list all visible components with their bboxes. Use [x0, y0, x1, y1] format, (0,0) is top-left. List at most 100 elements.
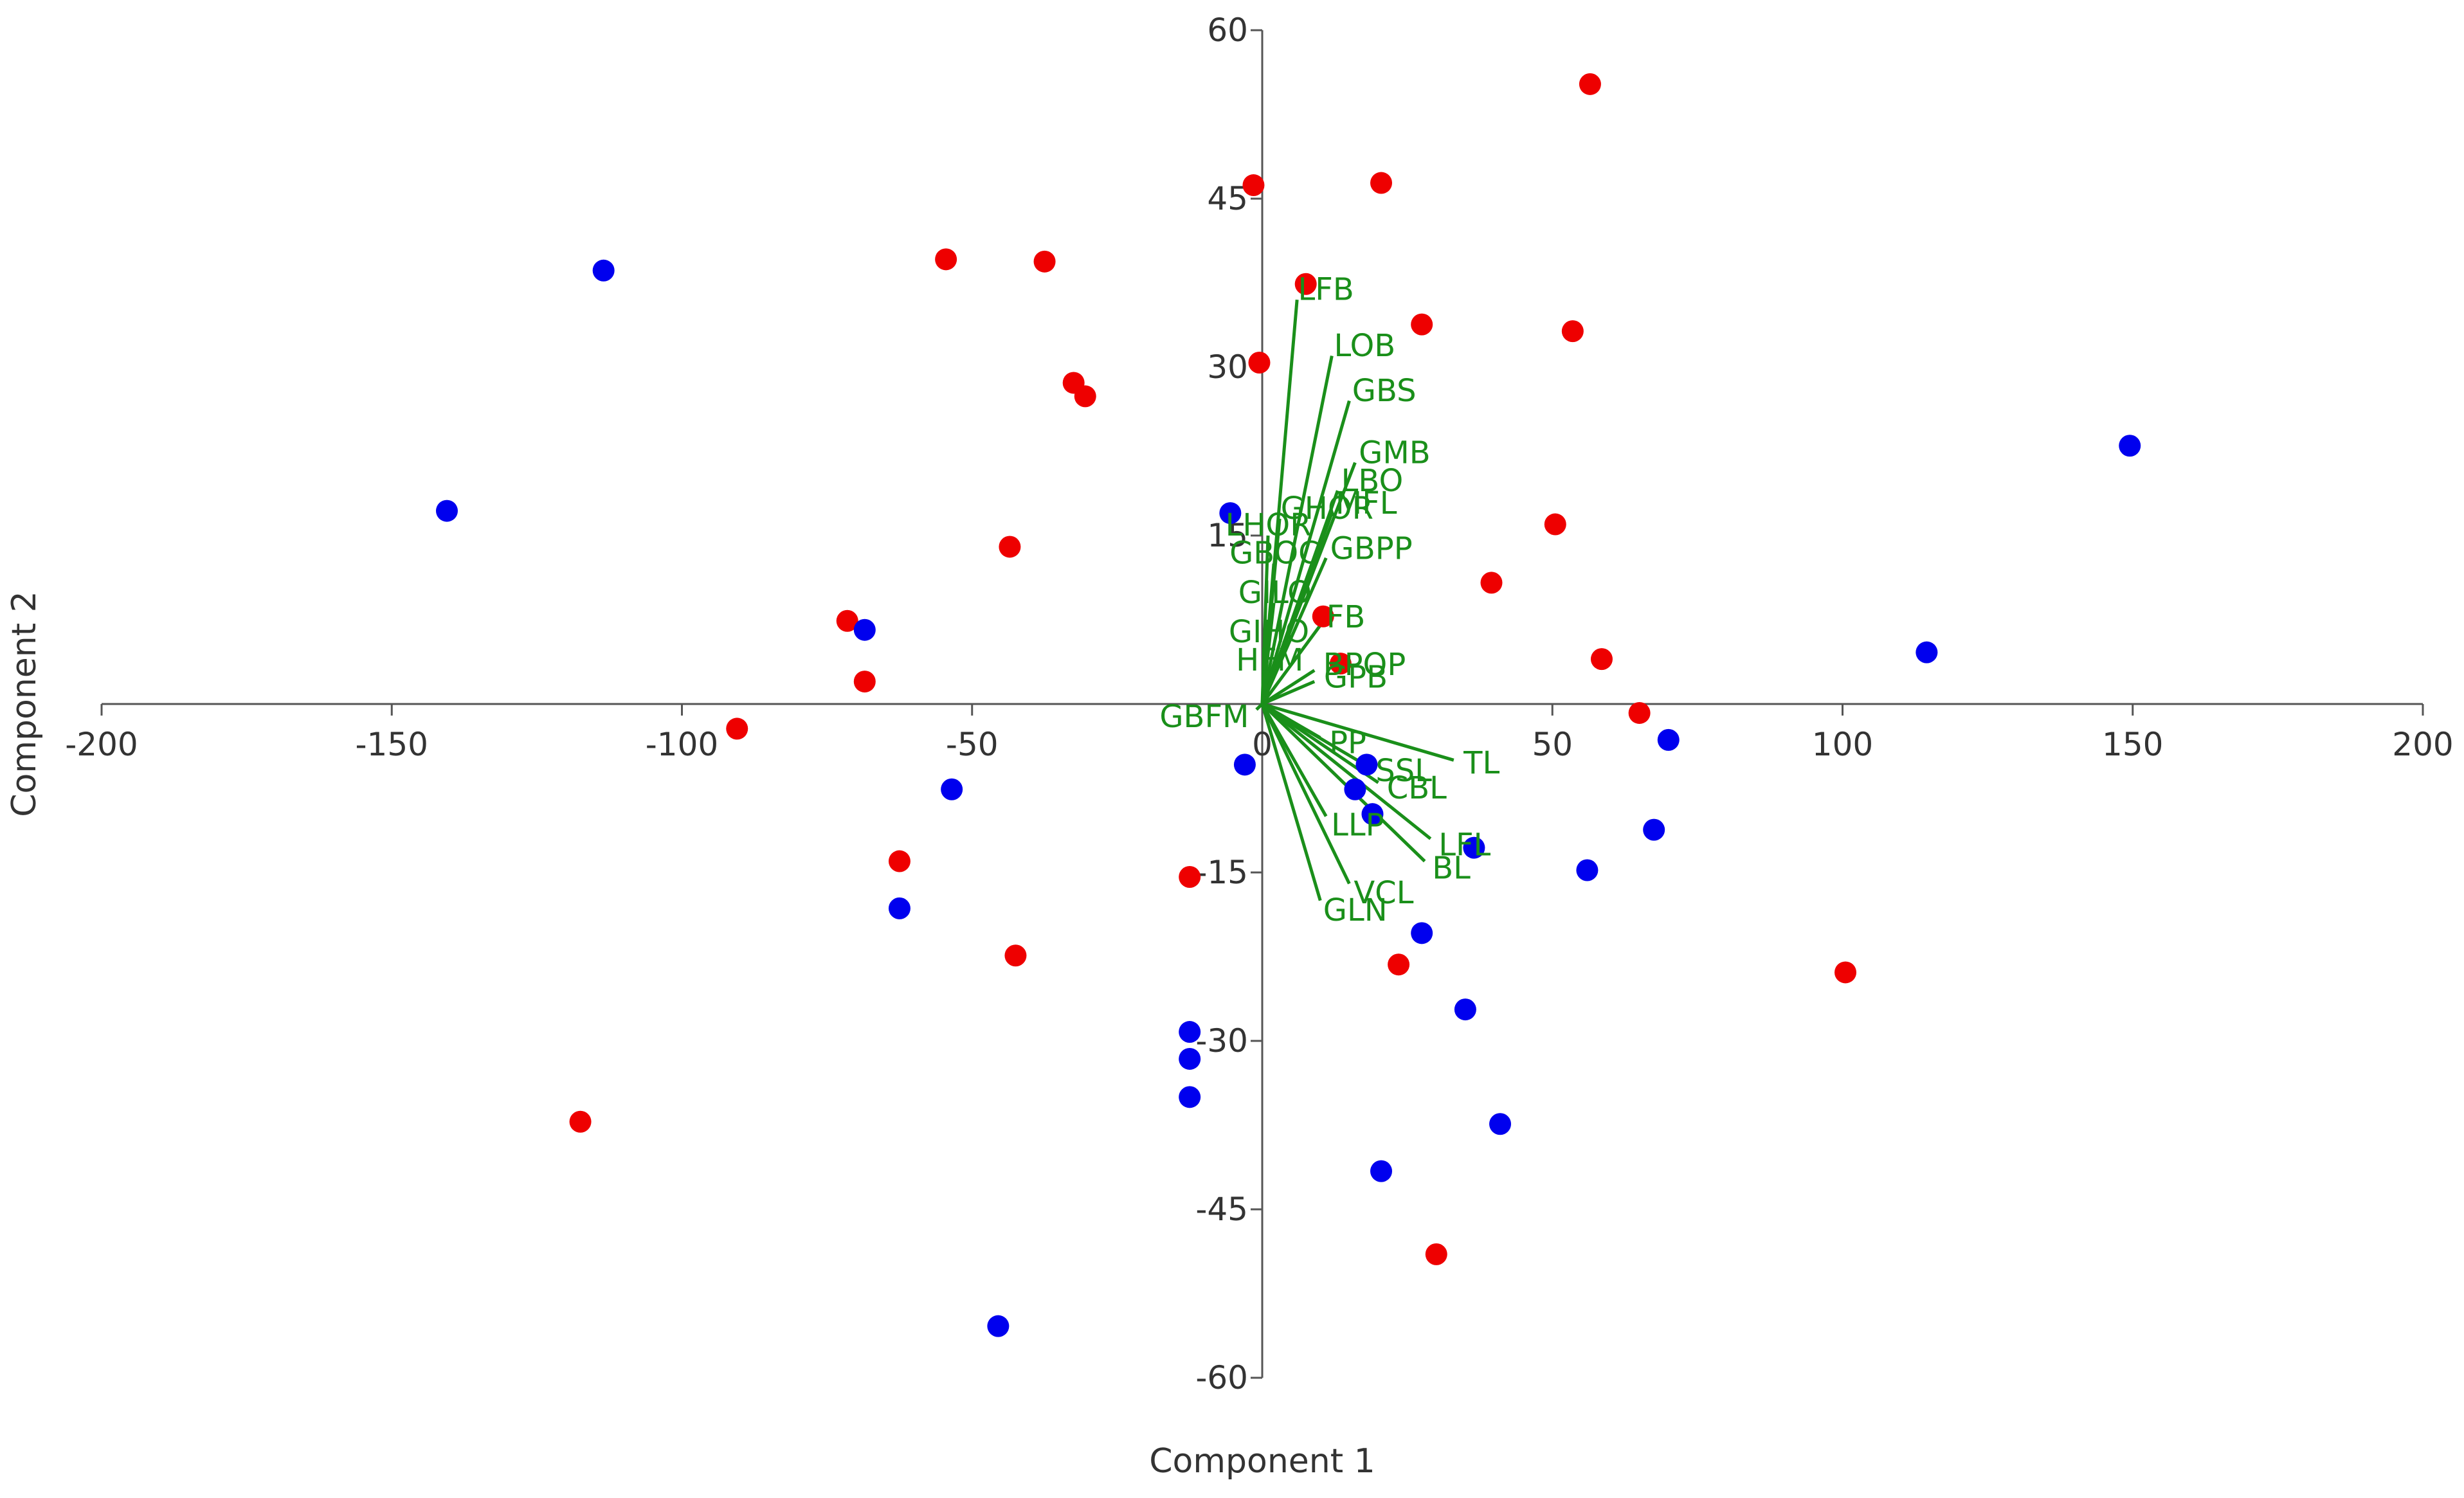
score-point-series1 — [1544, 513, 1566, 536]
y-tick-label: 30 — [1207, 348, 1248, 386]
score-point-series2 — [1643, 818, 1665, 841]
score-point-series1 — [1590, 648, 1613, 671]
vector-label-lfb: LFB — [1298, 271, 1354, 307]
loading-vector-vcl — [1260, 703, 1351, 885]
vector-label-gilo: GILO — [1238, 575, 1312, 611]
score-point-series2 — [435, 500, 458, 522]
score-point-series2 — [888, 897, 910, 919]
score-point-series1 — [1004, 944, 1027, 967]
score-point-series2 — [1361, 803, 1384, 826]
score-point-series1 — [569, 1110, 592, 1133]
score-point-series1 — [1179, 865, 1201, 888]
x-tick-label: -200 — [65, 726, 138, 763]
vector-label-hfm: HFM — [1236, 642, 1303, 678]
score-point-series1 — [853, 671, 876, 693]
score-point-series2 — [1916, 641, 1938, 663]
score-point-series1 — [726, 717, 748, 740]
vector-label-gbs: GBS — [1352, 373, 1417, 409]
score-point-series2 — [1463, 836, 1485, 859]
score-point-series2 — [1179, 1047, 1201, 1070]
score-point-series1 — [1329, 653, 1352, 675]
score-point-series1 — [836, 609, 858, 632]
score-point-series2 — [1355, 754, 1378, 776]
y-axis-title: Component 2 — [5, 591, 44, 817]
loading-vector-gbpp — [1260, 557, 1328, 705]
score-point-series2 — [941, 778, 963, 800]
score-point-series1 — [1388, 953, 1410, 976]
score-point-series2 — [1489, 1113, 1512, 1135]
vector-label-lob: LOB — [1334, 328, 1395, 364]
vector-label-ghor: GHOR — [1281, 491, 1373, 527]
score-point-series1 — [1294, 273, 1317, 295]
vector-label-gbfm: GBFM — [1159, 699, 1249, 735]
vector-label-mfl: MFL — [1336, 485, 1397, 521]
score-point-series2 — [1219, 502, 1242, 525]
score-point-series1 — [1370, 172, 1393, 194]
y-tick-label: 60 — [1207, 12, 1248, 49]
vector-label-llp: LLP — [1331, 808, 1384, 844]
vector-label-gpb: GPB — [1324, 660, 1388, 696]
axes: -200 -150 -100 -50 0 50 100 150 200-60-45-30-151… — [65, 12, 2453, 1396]
vector-label-lbo: LBO — [1341, 463, 1404, 499]
y-tick-label: -30 — [1195, 1022, 1248, 1060]
vector-label-giho: GIHO — [1229, 614, 1309, 650]
vector-label-bpop: BPOP — [1323, 647, 1406, 683]
score-point-series2 — [592, 259, 615, 282]
score-point-series1 — [1248, 352, 1271, 374]
loading-vector-mfl — [1260, 512, 1334, 705]
y-tick-label: 45 — [1207, 180, 1248, 217]
score-point-series1 — [999, 536, 1021, 558]
score-point-series1 — [1033, 250, 1056, 273]
loading-vector-bpop — [1261, 669, 1316, 706]
y-tick-label: -60 — [1195, 1359, 1248, 1396]
score-point-series1 — [1411, 313, 1433, 336]
score-point-series2 — [1179, 1021, 1201, 1043]
score-point-series1 — [1579, 73, 1601, 95]
loading-vector-fb — [1260, 624, 1322, 705]
loading-vector-bl — [1261, 703, 1426, 863]
score-point-series2 — [1657, 728, 1680, 751]
loading-vector-gpb — [1262, 680, 1316, 706]
loading-vector-gbs — [1260, 400, 1351, 705]
score-point-series1 — [1312, 605, 1334, 627]
score-point-series2 — [1411, 922, 1433, 944]
y-tick-label: -45 — [1195, 1191, 1248, 1228]
score-point-series1 — [1561, 320, 1584, 343]
x-tick-label: -50 — [946, 726, 999, 763]
score-point-series2 — [2119, 435, 2141, 457]
loading-vector-tl — [1262, 702, 1454, 762]
x-tick-label: -100 — [646, 726, 718, 763]
loading-vector-hfm — [1260, 670, 1270, 705]
score-point-series2 — [853, 618, 876, 641]
score-point-series1 — [1425, 1243, 1447, 1265]
y-tick-label: -15 — [1195, 854, 1248, 891]
score-point-series2 — [1233, 754, 1256, 776]
x-tick-label: -150 — [356, 726, 428, 763]
vector-label-gbpp: GBPP — [1330, 530, 1413, 566]
vector-label-gln: GLN — [1323, 892, 1388, 928]
x-axis-title: Component 1 — [1149, 1442, 1375, 1481]
score-point-series1 — [1242, 174, 1265, 197]
vector-label-cbl: CBL — [1387, 770, 1447, 806]
loading-vector-gln — [1260, 703, 1322, 901]
vector-label-pp: PP — [1329, 725, 1366, 761]
vector-label-gboc: GBOC — [1229, 536, 1320, 572]
score-point-series2 — [1179, 1086, 1201, 1108]
x-tick-label: 200 — [2392, 726, 2453, 763]
vector-label-gmb: GMB — [1359, 435, 1431, 471]
score-point-series1 — [1628, 701, 1651, 724]
score-points — [435, 73, 2141, 1337]
score-point-series1 — [888, 850, 910, 872]
vector-label-ssl: SSL — [1375, 753, 1432, 789]
loading-vector-lob — [1260, 356, 1334, 705]
vector-label-bl: BL — [1432, 851, 1471, 887]
loading-vectors — [1255, 299, 1454, 901]
score-point-series2 — [1576, 859, 1599, 881]
vector-label-tl: TL — [1463, 745, 1499, 781]
vector-label-fb: FB — [1327, 599, 1366, 635]
score-point-series2 — [987, 1315, 1010, 1337]
loading-vector-lfl — [1261, 703, 1432, 840]
